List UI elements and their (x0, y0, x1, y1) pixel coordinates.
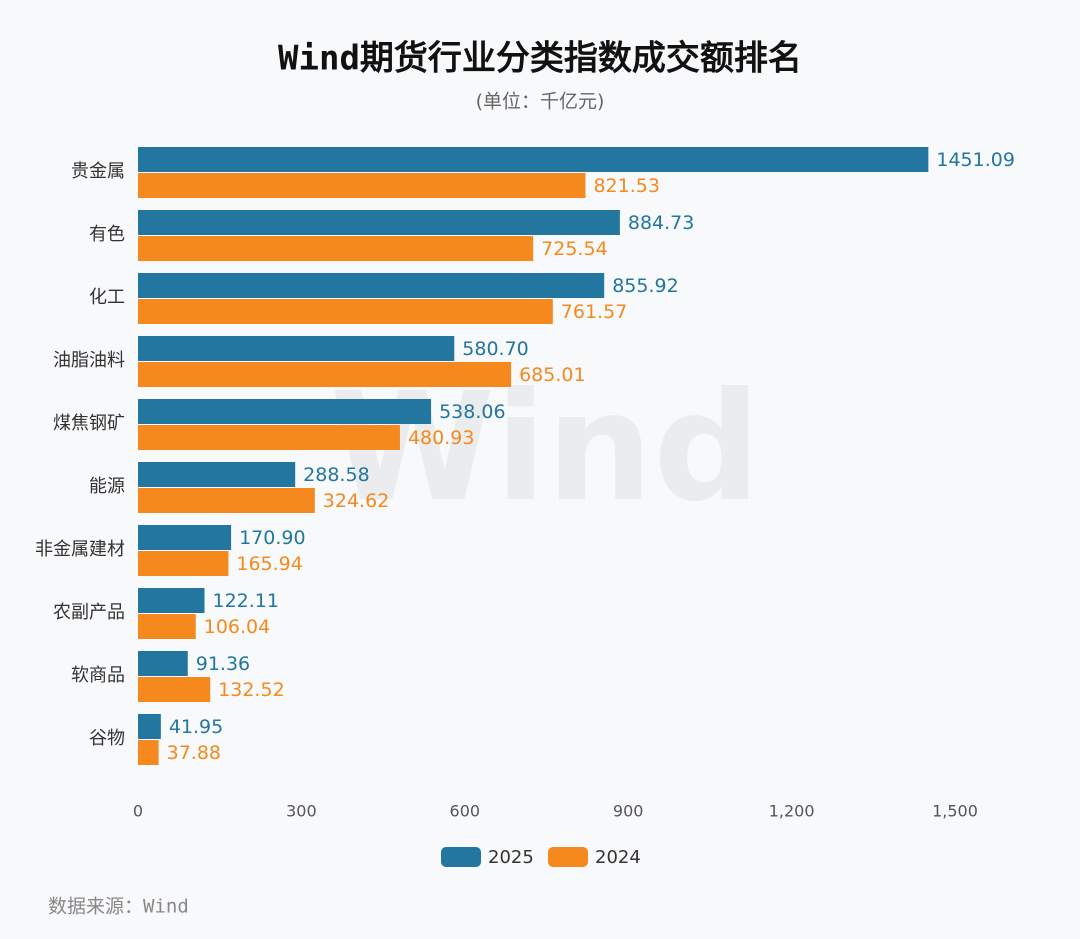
bar (138, 362, 512, 387)
data-label: 725.54 (541, 238, 607, 260)
y-tick-label: 谷物 (89, 728, 125, 749)
data-label: 122.11 (213, 590, 279, 612)
bar (138, 173, 586, 198)
x-tick-label: 300 (286, 802, 317, 821)
legend-label: 2024 (595, 847, 641, 868)
y-tick-label: 能源 (89, 476, 125, 497)
y-tick-label: 农副产品 (53, 602, 125, 623)
y-tick-label: 有色 (89, 224, 125, 245)
data-label: 91.36 (196, 653, 250, 675)
data-label: 106.04 (204, 616, 270, 638)
bar (138, 651, 188, 676)
bar (138, 588, 205, 613)
y-tick-label: 化工 (89, 287, 125, 308)
bar (138, 210, 620, 235)
data-label: 1451.09 (936, 149, 1015, 171)
data-label: 288.58 (303, 464, 369, 486)
bar (138, 551, 229, 576)
data-label: 41.95 (169, 716, 223, 738)
data-label: 538.06 (439, 401, 505, 423)
data-label: 170.90 (239, 527, 305, 549)
y-tick-label: 油脂油料 (53, 350, 125, 371)
bar (138, 462, 296, 487)
data-label: 480.93 (408, 427, 474, 449)
bar (138, 273, 605, 298)
data-label: 37.88 (167, 742, 221, 764)
data-label: 165.94 (236, 553, 302, 575)
data-label: 132.52 (218, 679, 284, 701)
bar (138, 425, 400, 450)
data-label: 580.70 (462, 338, 528, 360)
watermark: Wind (329, 361, 760, 535)
bar (138, 677, 211, 702)
legend-swatch (441, 847, 481, 867)
bar (138, 714, 161, 739)
bar (138, 525, 232, 550)
x-tick-label: 600 (450, 802, 481, 821)
legend-swatch (548, 847, 588, 867)
x-tick-label: 900 (613, 802, 644, 821)
data-label: 685.01 (519, 364, 585, 386)
bar (138, 488, 315, 513)
legend-label: 2025 (488, 847, 534, 868)
data-label: 761.57 (561, 301, 627, 323)
bar (138, 299, 553, 324)
data-label: 324.62 (323, 490, 389, 512)
x-tick-label: 1,500 (932, 802, 978, 821)
bar (138, 614, 196, 639)
chart-subtitle: (单位：千亿元) (476, 91, 605, 113)
y-tick-label: 煤焦钢矿 (53, 413, 125, 434)
data-label: 855.92 (612, 275, 678, 297)
bar (138, 740, 159, 765)
bar (138, 336, 455, 361)
y-tick-label: 非金属建材 (35, 539, 125, 560)
chart-title: Wind期货行业分类指数成交额排名 (278, 39, 802, 79)
data-label: 821.53 (593, 175, 659, 197)
bar (138, 236, 534, 261)
x-tick-label: 0 (133, 802, 143, 821)
bar (138, 147, 929, 172)
source-note: 数据来源：Wind (48, 896, 189, 918)
y-tick-label: 软商品 (71, 665, 125, 686)
y-tick-label: 贵金属 (71, 161, 125, 182)
bar (138, 399, 432, 424)
x-tick-label: 1,200 (769, 802, 815, 821)
data-label: 884.73 (628, 212, 694, 234)
